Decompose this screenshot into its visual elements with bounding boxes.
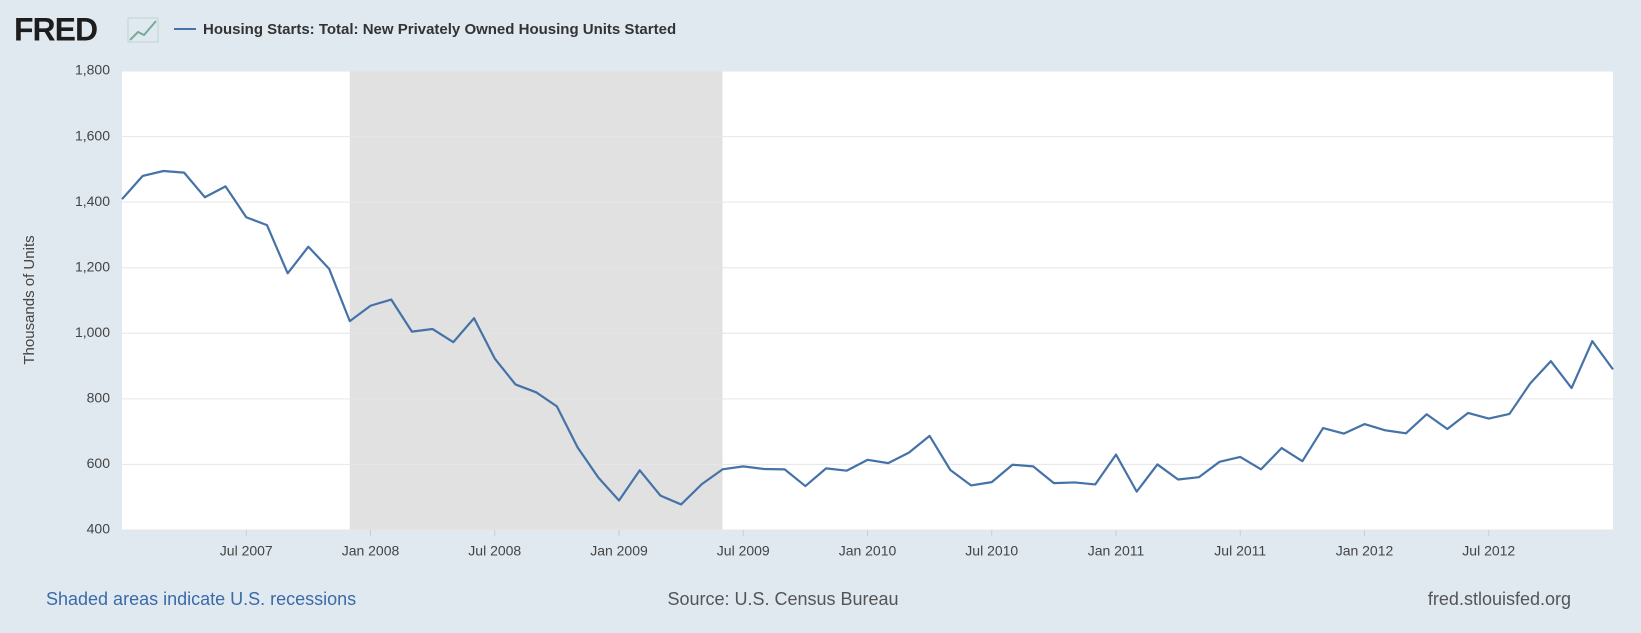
- y-tick-label: 1,800: [75, 62, 110, 78]
- footer-note[interactable]: Shaded areas indicate U.S. recessions: [46, 589, 356, 609]
- source: Source: U.S. Census Bureau: [667, 589, 898, 609]
- recession-band: [349, 71, 723, 530]
- x-tick-label: Jan 2011: [1088, 543, 1145, 559]
- plot-area: [122, 71, 1613, 530]
- x-tick-label: Jan 2010: [839, 543, 897, 559]
- x-tick-label: Jan 2012: [1336, 543, 1394, 559]
- y-tick-label: 600: [87, 455, 111, 471]
- logo: FRED: [14, 11, 97, 47]
- x-tick-label: Jul 2007: [220, 543, 273, 559]
- x-tick-label: Jan 2009: [590, 543, 648, 559]
- y-tick-label: 1,200: [75, 258, 110, 274]
- y-tick-label: 1,600: [75, 127, 110, 143]
- y-tick-label: 1,400: [75, 193, 110, 209]
- site-link[interactable]: fred.stlouisfed.org: [1428, 589, 1571, 609]
- y-tick-label: 400: [87, 521, 111, 537]
- x-tick-label: Jul 2010: [965, 543, 1018, 559]
- x-tick-label: Jul 2011: [1214, 543, 1266, 559]
- series-line: [121, 169, 1614, 506]
- legend-label: Housing Starts: Total: New Privately Own…: [203, 21, 676, 38]
- x-tick-label: Jul 2012: [1462, 543, 1515, 559]
- x-tick-label: Jul 2008: [468, 543, 521, 559]
- logo-icon: [127, 17, 159, 43]
- y-axis-label: Thousands of Units: [21, 235, 38, 364]
- x-tick-label: Jan 2008: [342, 543, 400, 559]
- x-tick-label: Jul 2009: [717, 543, 770, 559]
- y-tick-label: 800: [87, 390, 111, 406]
- y-tick-label: 1,000: [75, 324, 110, 340]
